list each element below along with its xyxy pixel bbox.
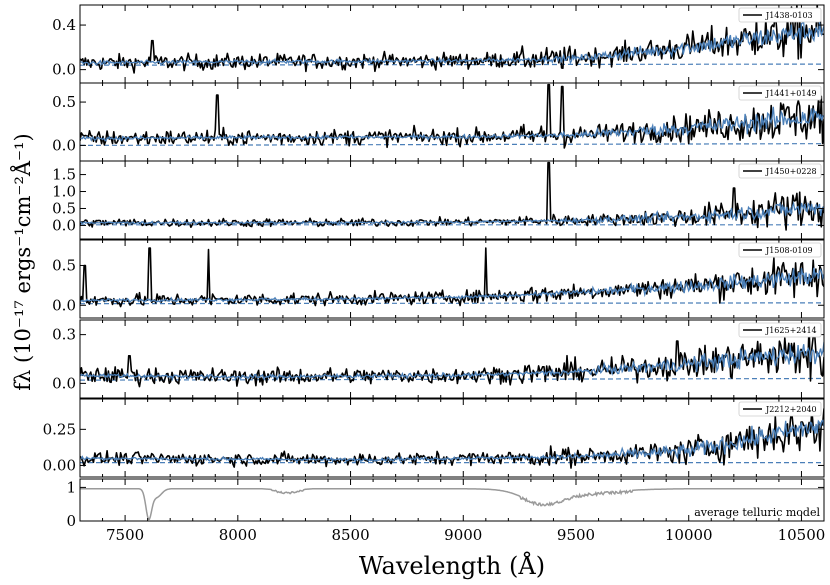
y-tick-label: 0.25 <box>43 420 76 438</box>
telluric-label: average telluric model <box>694 506 820 519</box>
y-tick-label: 0.0 <box>52 216 76 234</box>
spectrum-panel: 0.00.51.01.5 J1450+0228 <box>52 160 825 240</box>
panel-frame <box>79 160 825 240</box>
panel-frame <box>79 319 825 399</box>
legend-label: J1441+0149 <box>765 89 817 98</box>
x-axis-label: Wavelength (Å) <box>359 551 545 580</box>
x-tick-label: 10000 <box>665 526 713 544</box>
y-tick-label: 0.5 <box>52 199 76 217</box>
model-spectrum <box>80 21 824 66</box>
x-tick-label: 10500 <box>778 526 826 544</box>
spectrum-panel: 0.0 0.4 J1438-0103 <box>52 4 825 84</box>
model-spectrum <box>80 106 824 142</box>
legend-label: J1508-0109 <box>765 246 813 255</box>
model-spectrum <box>80 419 824 463</box>
continuum-line <box>80 143 824 146</box>
spectrum-panel: 0.0 0.5 J1508-0109 <box>52 239 825 319</box>
model-spectrum <box>80 341 824 381</box>
legend-label: J2212+2040 <box>765 405 817 414</box>
panel-legend: J2212+2040 <box>738 401 822 417</box>
observed-spectrum <box>80 5 824 74</box>
x-tick-label: 9000 <box>444 526 482 544</box>
model-spectrum <box>80 200 824 226</box>
legend-label: J1438-0103 <box>765 11 813 20</box>
model-spectrum <box>80 267 824 304</box>
y-tick-label: 0.4 <box>52 16 76 34</box>
panel-legend: J1625+2414 <box>738 322 822 338</box>
spectrum-panel: 0.00 0.25 J2212+2040 <box>43 398 825 478</box>
y-axis-label: fλ (10⁻¹⁷ ergs⁻¹cm⁻²Å⁻¹) <box>10 133 35 391</box>
spectrum-panel: 0.0 0.5 J1441+0149 <box>52 82 825 162</box>
observed-spectrum <box>80 247 824 308</box>
y-tick-label: 1.5 <box>52 166 76 184</box>
y-tick-label: 0.0 <box>52 61 76 79</box>
y-tick-label: 1.0 <box>52 183 76 201</box>
panel-legend: J1441+0149 <box>738 85 822 101</box>
x-tick-label: 9500 <box>557 526 595 544</box>
y-tick-label: 0.5 <box>52 93 76 111</box>
telluric-panel: 0 1 7500 8000 8500 9000 9500 10000 10500 average … <box>66 478 825 544</box>
legend-label: J1625+2414 <box>765 326 817 335</box>
panel-legend: J1508-0109 <box>738 242 822 258</box>
panel-legend: J1450+0228 <box>738 163 822 179</box>
telluric-line <box>80 487 824 520</box>
observed-spectrum <box>80 83 824 149</box>
panel-legend: J1438-0103 <box>738 7 822 23</box>
x-tick-label: 8500 <box>331 526 369 544</box>
x-tick-label: 8000 <box>219 526 257 544</box>
y-tick-label: 1 <box>66 478 76 496</box>
y-tick-label: 0.0 <box>52 374 76 392</box>
panel-frame <box>79 239 825 319</box>
y-tick-label: 0.3 <box>52 326 76 344</box>
telluric-frame <box>79 478 825 522</box>
y-tick-label: 0.00 <box>43 456 76 474</box>
legend-label: J1450+0228 <box>765 167 817 176</box>
y-tick-label: 0.0 <box>52 136 76 154</box>
observed-spectrum <box>80 161 824 231</box>
panel-frame <box>79 398 825 478</box>
panel-frame <box>79 82 825 162</box>
y-tick-label: 0.0 <box>52 296 76 314</box>
y-tick-label: 0 <box>66 512 76 530</box>
y-tick-label: 0.5 <box>52 256 76 274</box>
x-tick-label: 7500 <box>106 526 144 544</box>
spectrum-panel: 0.0 0.3 J1625+2414 <box>52 319 825 399</box>
